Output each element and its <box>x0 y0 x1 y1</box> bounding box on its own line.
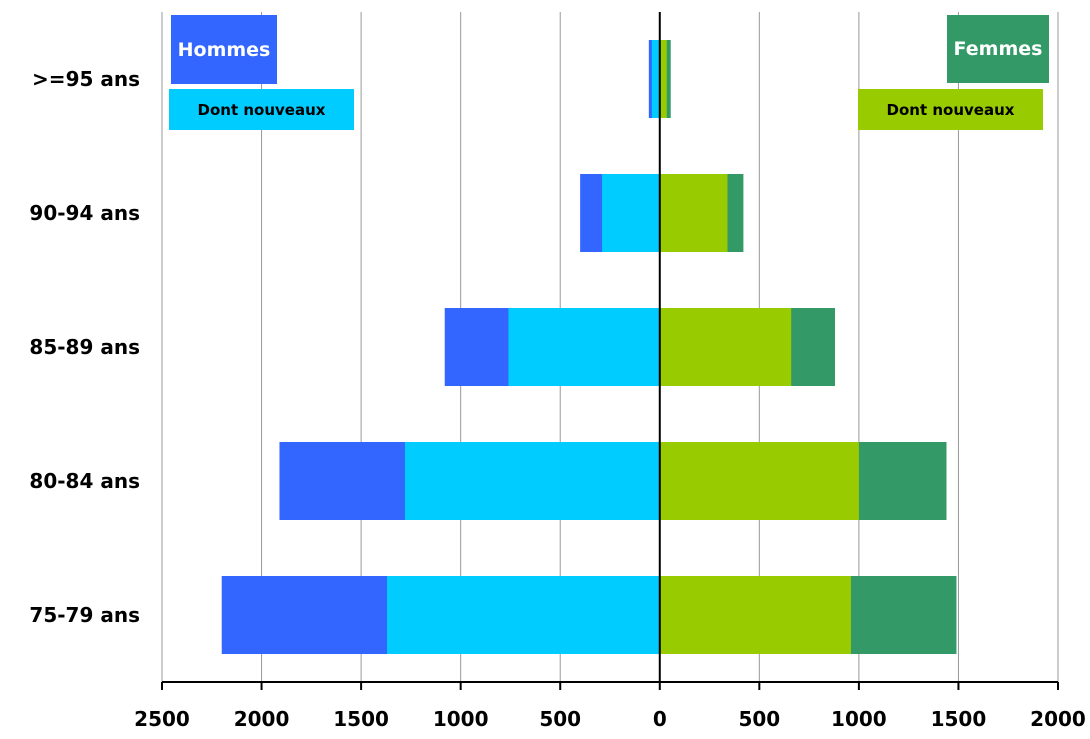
legend-femmes: Femmes <box>947 15 1049 83</box>
bar-hommes-nouveaux <box>508 308 660 386</box>
bar-hommes-nouveaux <box>602 174 660 252</box>
bar-femmes-nouveaux <box>659 40 667 118</box>
axes <box>161 12 1059 690</box>
bar-femmes-nouveaux <box>659 174 728 252</box>
category-label: 75-79 ans <box>29 603 140 627</box>
bar-hommes-nouveaux <box>386 576 660 654</box>
legend-femmes-nouveaux: Dont nouveaux <box>858 89 1043 130</box>
x-tick-label: 500 <box>738 707 780 731</box>
x-tick-label: 2500 <box>134 707 190 731</box>
bar-femmes-nouveaux <box>659 576 851 654</box>
x-tick-label: 1000 <box>433 707 489 731</box>
legend-hommes-nouveaux: Dont nouveaux <box>169 89 354 130</box>
bar-femmes-nouveaux <box>659 308 792 386</box>
category-label: 85-89 ans <box>29 335 140 359</box>
category-label: 80-84 ans <box>29 469 140 493</box>
x-tick-label: 1500 <box>333 707 389 731</box>
bar-femmes-nouveaux <box>659 442 859 520</box>
bar-hommes-nouveaux <box>404 442 660 520</box>
x-tick-labels: 2500 2000 1500 1000 500 0 500 1000 1500 2000 <box>134 707 1086 731</box>
bars <box>221 40 957 654</box>
category-label: >=95 ans <box>32 67 140 91</box>
x-tick-label: 0 <box>653 707 667 731</box>
category-labels: >=95 ans 90-94 ans 85-89 ans 80-84 ans 75-79… <box>29 67 140 627</box>
legend-hommes: Hommes <box>171 15 277 84</box>
x-tick-label: 1000 <box>831 707 887 731</box>
x-tick-label: 1500 <box>931 707 987 731</box>
x-tick-label: 500 <box>539 707 581 731</box>
bar-hommes-nouveaux <box>651 40 660 118</box>
x-tick-label: 2000 <box>1030 707 1086 731</box>
category-label: 90-94 ans <box>29 201 140 225</box>
x-tick-label: 2000 <box>234 707 290 731</box>
